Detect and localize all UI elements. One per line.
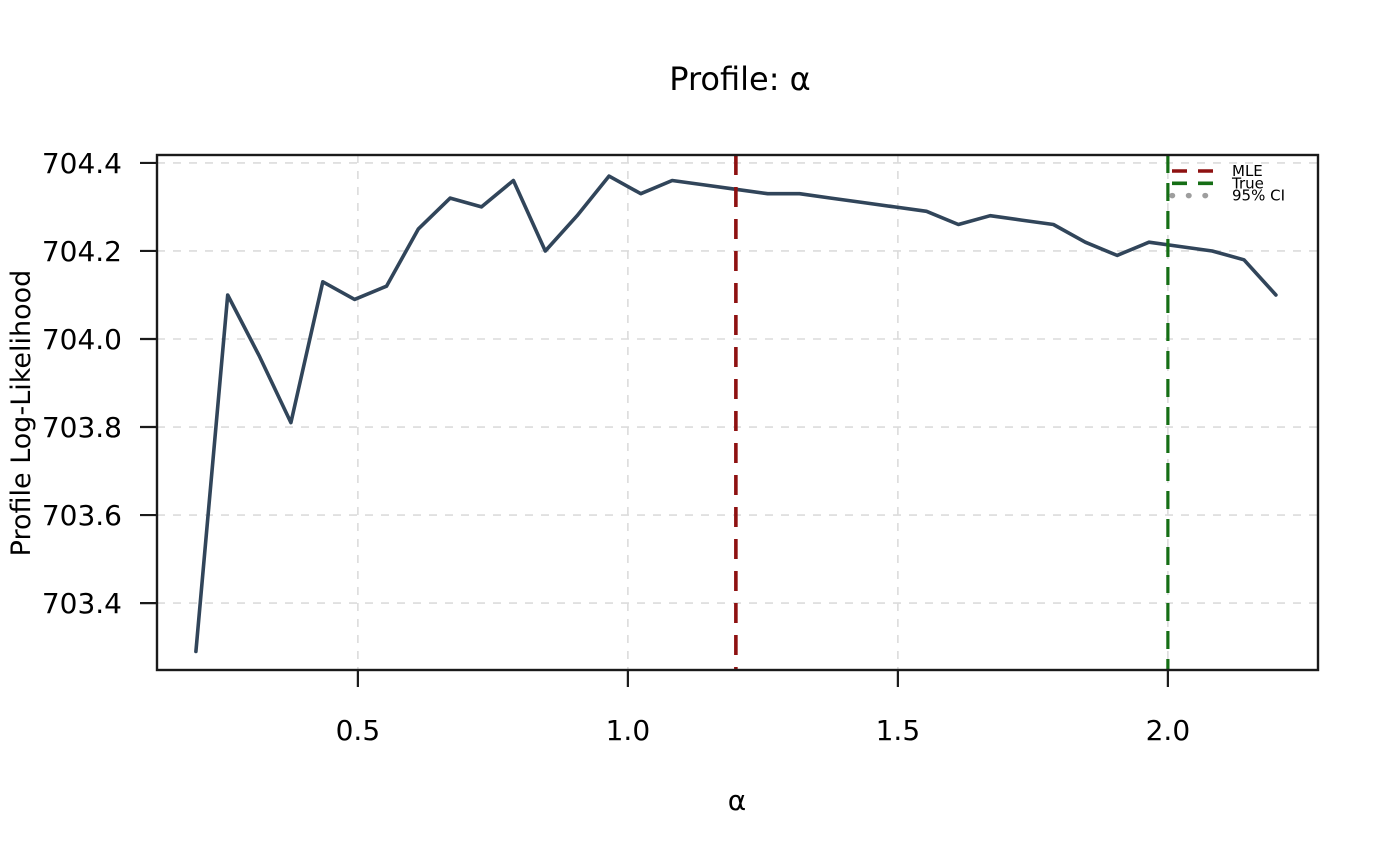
legend-label: MLE	[1232, 162, 1263, 180]
y-tick-label: 704.2	[42, 235, 122, 268]
x-tick-label: 1.0	[606, 714, 651, 747]
x-axis-label: α	[728, 784, 746, 817]
axis-ticks-layer: 0.5 1.0 1.5 2.0 703.4 703.6 703.8 704.0 704.2 704…	[42, 147, 1190, 747]
legend-label: True	[1231, 174, 1264, 192]
y-tick-label: 703.4	[42, 587, 122, 620]
x-tick-label: 1.5	[876, 714, 921, 747]
chart-title: Profile: α	[669, 60, 811, 98]
legend-label: 95% CI	[1232, 187, 1285, 205]
y-tick-label: 704.0	[42, 323, 122, 356]
plot-border	[155, 153, 1320, 672]
y-axis-label: Profile Log-Likelihood	[6, 270, 37, 557]
y-tick-label: 703.6	[42, 499, 122, 532]
vline-layer	[734, 155, 1170, 670]
y-tick-label: 703.8	[42, 411, 122, 444]
x-tick-label: 2.0	[1146, 714, 1191, 747]
x-tick-label: 0.5	[336, 714, 381, 747]
y-tick-label: 704.4	[42, 147, 122, 180]
